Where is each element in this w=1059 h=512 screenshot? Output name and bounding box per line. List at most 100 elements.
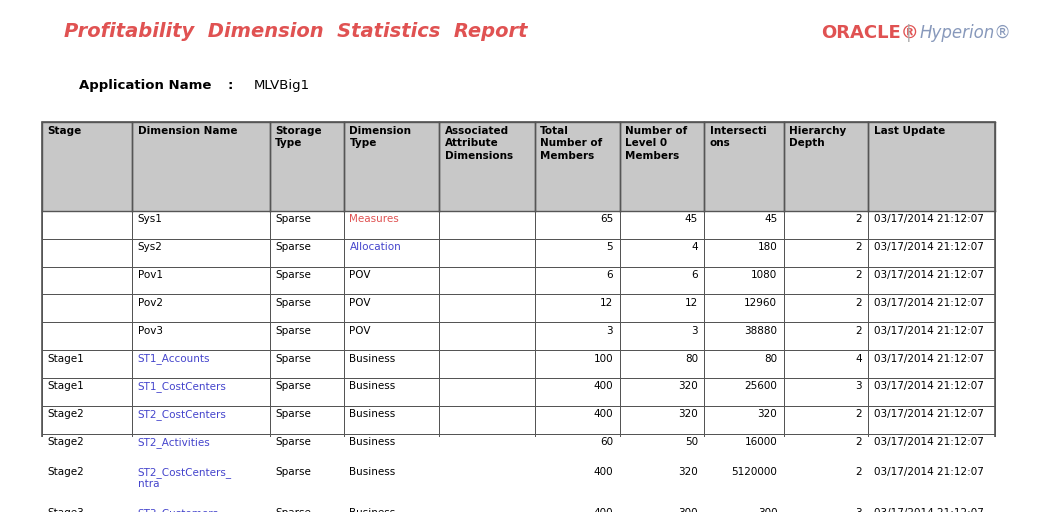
Text: POV: POV [349,270,371,280]
Text: 100: 100 [593,354,613,364]
Text: 03/17/2014 21:12:07: 03/17/2014 21:12:07 [874,437,984,447]
Text: 16000: 16000 [744,437,777,447]
Text: Sparse: Sparse [275,242,311,252]
Text: ST2_CostCenters: ST2_CostCenters [138,409,227,420]
Text: Hyperion®: Hyperion® [919,24,1011,42]
Text: Business: Business [349,437,396,447]
Text: 3: 3 [692,326,698,336]
Text: 400: 400 [593,381,613,391]
Text: 2: 2 [856,467,862,477]
Text: Sparse: Sparse [275,354,311,364]
Text: 80: 80 [765,354,777,364]
Text: POV: POV [349,298,371,308]
Text: 320: 320 [678,467,698,477]
Text: ST1_Accounts: ST1_Accounts [138,354,210,365]
Text: 03/17/2014 21:12:07: 03/17/2014 21:12:07 [874,508,984,512]
Text: Measures: Measures [349,214,399,224]
Text: Sparse: Sparse [275,298,311,308]
Text: ORACLE®: ORACLE® [821,24,918,42]
Text: ST2_Activities: ST2_Activities [138,437,211,448]
Text: Sparse: Sparse [275,508,311,512]
Text: 60: 60 [600,437,613,447]
Text: Dimension Name: Dimension Name [138,126,237,136]
Text: 03/17/2014 21:12:07: 03/17/2014 21:12:07 [874,214,984,224]
Text: Pov3: Pov3 [138,326,163,336]
Text: Profitability  Dimension  Statistics  Report: Profitability Dimension Statistics Repor… [64,22,527,41]
Text: :: : [228,79,233,92]
Text: 2: 2 [856,214,862,224]
Bar [439,122,535,211]
Text: Business: Business [349,467,396,477]
Text: Number of
Level 0
Members: Number of Level 0 Members [625,126,687,161]
Text: 320: 320 [678,409,698,419]
Text: 80: 80 [685,354,698,364]
Text: Pov2: Pov2 [138,298,163,308]
Text: 400: 400 [593,467,613,477]
Text: POV: POV [349,326,371,336]
Text: Stage2: Stage2 [48,467,85,477]
Text: 2: 2 [856,326,862,336]
Bar [620,122,704,211]
Text: 12: 12 [684,298,698,308]
Text: 03/17/2014 21:12:07: 03/17/2014 21:12:07 [874,467,984,477]
Text: Business: Business [349,409,396,419]
Text: Stage1: Stage1 [48,354,85,364]
Text: 25600: 25600 [744,381,777,391]
Text: MLVBig1: MLVBig1 [254,79,310,92]
Text: 4: 4 [692,242,698,252]
Text: Sys2: Sys2 [138,242,162,252]
Text: Associated
Attribute
Dimensions: Associated Attribute Dimensions [445,126,513,161]
Text: 2: 2 [856,242,862,252]
Text: Dimension
Type: Dimension Type [349,126,412,148]
Text: 12: 12 [599,298,613,308]
Text: Stage2: Stage2 [48,437,85,447]
Bar [344,122,439,211]
Text: Storage
Type: Storage Type [275,126,322,148]
Bar [42,122,132,211]
Text: 2: 2 [856,270,862,280]
Text: Sparse: Sparse [275,409,311,419]
Text: 1080: 1080 [751,270,777,280]
Text: 03/17/2014 21:12:07: 03/17/2014 21:12:07 [874,270,984,280]
Text: Sparse: Sparse [275,214,311,224]
Text: 03/17/2014 21:12:07: 03/17/2014 21:12:07 [874,298,984,308]
Bar [270,122,344,211]
Text: Pov1: Pov1 [138,270,163,280]
Text: 3: 3 [856,381,862,391]
Text: Sparse: Sparse [275,467,311,477]
Text: 50: 50 [685,437,698,447]
Text: 300: 300 [678,508,698,512]
Text: 3: 3 [607,326,613,336]
Text: Intersecti
ons: Intersecti ons [710,126,766,148]
Text: Business: Business [349,508,396,512]
Text: 12960: 12960 [744,298,777,308]
Text: Stage: Stage [48,126,82,136]
Text: 180: 180 [757,242,777,252]
Text: 4: 4 [856,354,862,364]
Text: ST3_Customers: ST3_Customers [138,508,219,512]
Text: 320: 320 [757,409,777,419]
Text: ST2_CostCenters_
ntra: ST2_CostCenters_ ntra [138,467,232,489]
Text: 03/17/2014 21:12:07: 03/17/2014 21:12:07 [874,381,984,391]
Text: 400: 400 [593,508,613,512]
Text: 2: 2 [856,437,862,447]
Text: 5120000: 5120000 [732,467,777,477]
Text: 6: 6 [607,270,613,280]
Text: 2: 2 [856,298,862,308]
Text: Sys1: Sys1 [138,214,162,224]
Text: 45: 45 [764,214,777,224]
Text: Sparse: Sparse [275,381,311,391]
Text: 3: 3 [856,508,862,512]
Text: Business: Business [349,354,396,364]
Text: Stage3: Stage3 [48,508,85,512]
Text: 03/17/2014 21:12:07: 03/17/2014 21:12:07 [874,354,984,364]
Text: 2: 2 [856,409,862,419]
Text: 300: 300 [757,508,777,512]
Text: 03/17/2014 21:12:07: 03/17/2014 21:12:07 [874,242,984,252]
Text: 6: 6 [692,270,698,280]
Text: Sparse: Sparse [275,270,311,280]
Text: Hierarchy
Depth: Hierarchy Depth [789,126,846,148]
Text: ST1_CostCenters: ST1_CostCenters [138,381,227,392]
Text: 65: 65 [599,214,613,224]
Text: Last Update: Last Update [874,126,945,136]
